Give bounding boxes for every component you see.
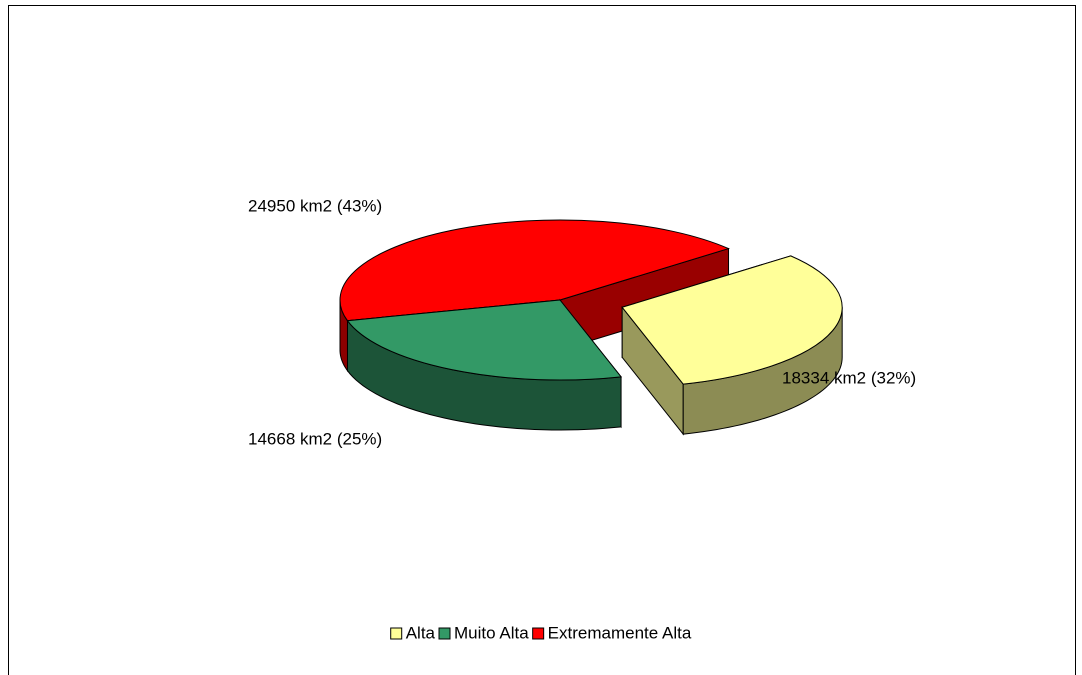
slice [621,255,843,385]
legend-label: Muito Alta [454,623,529,642]
chart-frame [8,5,1076,675]
legend-label: Extremamente Alta [548,623,692,642]
slice [339,219,730,322]
slice [346,299,622,381]
data-label: 14668 km2 (25%) [248,429,382,448]
legend-swatch [390,627,403,640]
legend-swatch [438,627,451,640]
data-label: 18334 km2 (32%) [782,368,916,387]
legend-label: Alta [406,623,436,642]
data-label: 24950 km2 (43%) [248,196,382,215]
legend-swatch [532,627,545,640]
